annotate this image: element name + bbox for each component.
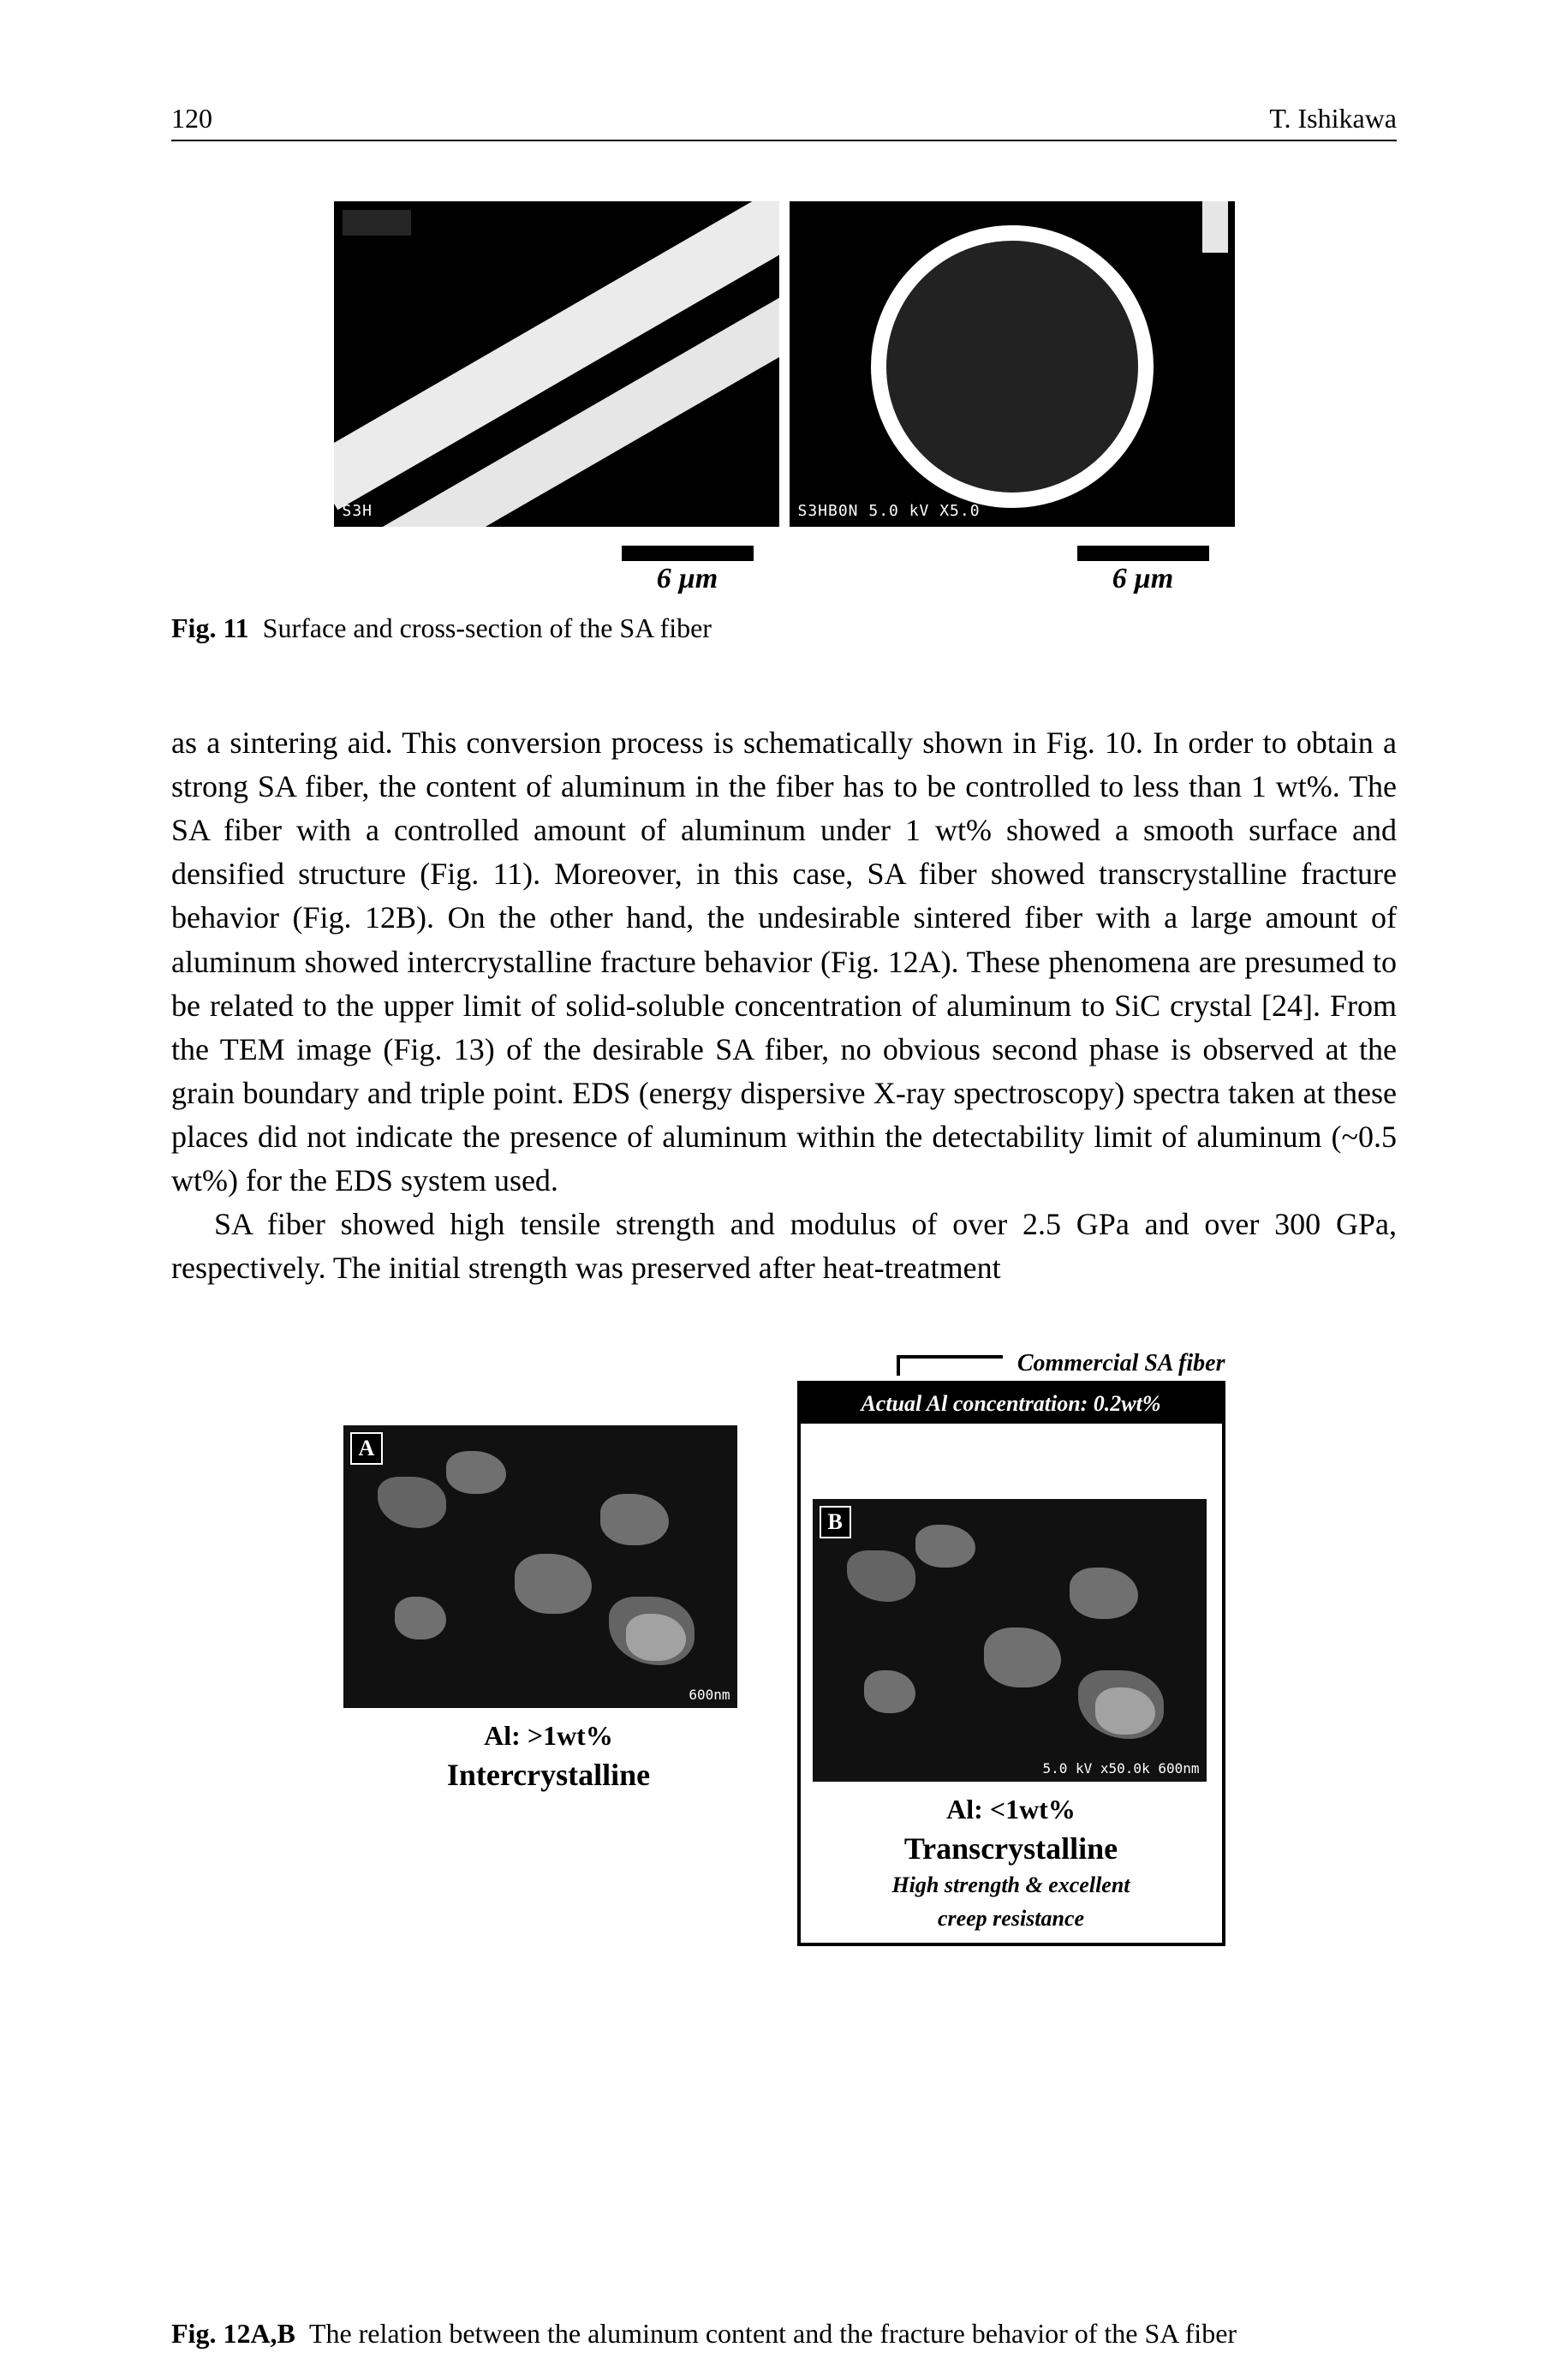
figure-11-caption-text: Surface and cross-section of the SA fibe…: [263, 612, 712, 643]
al-label-b: Al: <1wt%: [813, 1794, 1210, 1825]
figure-12: Commercial SA fiber A 600nm Al: >1wt% In…: [171, 1350, 1397, 2272]
figure-12-image-b: B 5.0 kV x50.0k 600nm: [813, 1499, 1207, 1782]
running-author: T. Ishikawa: [1269, 103, 1397, 134]
figure-11-scalebars: 6 µm 6 µm: [171, 552, 1397, 595]
figure-12-caption-text: The relation between the aluminum conten…: [309, 2318, 1237, 2349]
figure-12-banner: Actual Al concentration: 0.2wt%: [801, 1384, 1222, 1424]
figure-12-caption: Fig. 12A,B The relation between the alum…: [171, 2315, 1397, 2352]
sem-info-a: 600nm: [689, 1687, 730, 1703]
sem-info-b: 5.0 kV x50.0k 600nm: [1042, 1760, 1199, 1777]
fiber-cross-section-circle: [871, 225, 1154, 508]
note-b-line1: High strength & excellent: [813, 1872, 1210, 1900]
al-label-a: Al: >1wt%: [343, 1720, 754, 1752]
figure-12-top-label: Commercial SA fiber: [1017, 1350, 1225, 1377]
paragraph-1: as a sintering aid. This conversion proc…: [171, 721, 1397, 1203]
running-header: 120 T. Ishikawa: [171, 103, 1397, 141]
body-text: as a sintering aid. This conversion proc…: [171, 721, 1397, 1290]
page-number: 120: [171, 103, 212, 134]
figure-12-image-a: A 600nm: [343, 1425, 737, 1708]
figure-11-panels: S3H S3HB0N 5.0 kV X5.0: [171, 201, 1397, 527]
scalebar-left-label: 6 µm: [653, 563, 722, 595]
figure-11-caption-label: Fig. 11: [171, 612, 249, 643]
figure-11-panel-right: S3HB0N 5.0 kV X5.0: [790, 201, 1235, 527]
panel-letter-a: A: [350, 1432, 384, 1465]
sem-label-right: S3HB0N 5.0 kV X5.0: [798, 502, 981, 520]
scalebar-right: 6 µm: [1077, 546, 1209, 595]
figure-11-caption: Fig. 11 Surface and cross-section of the…: [171, 612, 1397, 644]
type-label-b: Transcrystalline: [813, 1831, 1210, 1866]
page: 120 T. Ishikawa S3H S3HB0N 5.0 kV X5.0 6…: [0, 0, 1568, 2377]
panel-letter-b: B: [820, 1506, 851, 1538]
type-label-a: Intercrystalline: [343, 1757, 754, 1793]
note-b-line2: creep resistance: [813, 1905, 1210, 1933]
figure-11-panel-left: S3H: [334, 201, 779, 527]
paragraph-2: SA fiber showed high tensile strength an…: [171, 1203, 1397, 1290]
figure-12-column-a: A 600nm Al: >1wt% Intercrystalline: [343, 1350, 754, 1793]
figure-12-bracket-icon: [897, 1355, 1003, 1376]
figure-12-caption-label: Fig. 12A,B: [171, 2318, 295, 2349]
scalebar-right-label: 6 µm: [1109, 563, 1177, 595]
scalebar-left: 6 µm: [622, 546, 754, 595]
sem-label-left: S3H: [343, 502, 373, 520]
figure-12-box-b: Actual Al concentration: 0.2wt% B 5.0 kV…: [797, 1381, 1225, 1946]
